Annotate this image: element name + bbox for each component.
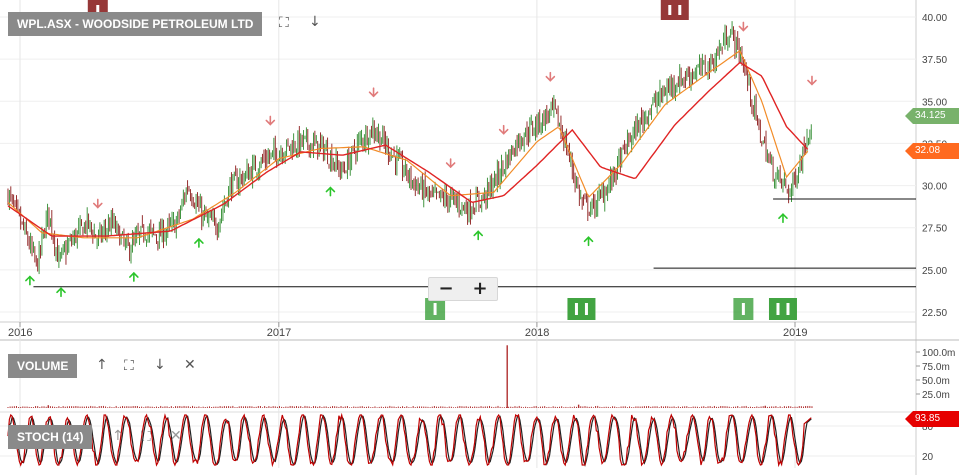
y-tick-label: 22.50 — [922, 308, 947, 319]
x-tick-label: 2018 — [525, 327, 549, 339]
stoch-tick-label: 20 — [922, 452, 934, 463]
arrow-up-icon[interactable]: ↑ — [96, 357, 108, 373]
sell-arrow — [92, 198, 103, 209]
volume-tick-label: 75.0m — [922, 362, 950, 373]
volume-tick-label: 100.0m — [922, 348, 955, 359]
moving-average-slow — [7, 61, 809, 237]
buy-arrow — [25, 275, 35, 286]
arrow-down-icon[interactable]: ↓ — [154, 357, 166, 373]
y-tick-label: 25.00 — [922, 266, 947, 277]
sell-arrow — [498, 124, 509, 135]
buy-arrow — [129, 271, 139, 282]
buy-arrow — [325, 186, 336, 197]
sell-arrow — [445, 158, 456, 169]
expand-icon[interactable]: ⛶ — [124, 358, 134, 374]
zoom-in-button[interactable]: + — [472, 278, 488, 299]
x-tick-label: 2017 — [267, 327, 291, 339]
candlesticks — [7, 21, 812, 275]
stoch-k-line — [7, 412, 812, 468]
x-tick-label: 2016 — [8, 327, 32, 339]
signal-marker — [660, 0, 689, 20]
volume-panel-title[interactable]: VOLUME — [8, 354, 78, 378]
signal-marker — [733, 298, 754, 320]
y-tick-label: 30.00 — [922, 182, 947, 193]
buy-arrow — [194, 237, 204, 248]
buy-arrow — [583, 236, 594, 247]
volume-tick-label: 25.0m — [922, 390, 950, 401]
stoch-panel-title[interactable]: STOCH (14) — [8, 425, 93, 449]
signal-marker — [768, 298, 797, 320]
stoch-value-label: 93.85 — [905, 411, 959, 427]
stoch-d-line — [7, 413, 812, 467]
sell-arrow — [368, 87, 379, 98]
expand-icon[interactable]: ⛶ — [279, 15, 289, 31]
expand-icon[interactable]: ⛶ — [141, 429, 151, 445]
buy-arrow — [778, 213, 788, 224]
arrow-down-icon[interactable]: ↓ — [309, 14, 321, 30]
y-tick-label: 40.00 — [922, 13, 947, 24]
volume-tick-label: 50.0m — [922, 376, 950, 387]
volume-bars — [7, 405, 813, 408]
buy-arrow — [56, 287, 66, 298]
sell-arrow — [265, 115, 276, 126]
stoch-tick-label: 80 — [922, 422, 934, 433]
buy-arrow — [473, 230, 484, 241]
y-tick-label: 35.00 — [922, 97, 947, 108]
ma-value-label: 32.08 — [905, 143, 959, 159]
y-tick-label: 37.50 — [922, 55, 947, 66]
sell-arrow — [807, 75, 817, 86]
current-price-label: 34.125 — [905, 108, 959, 124]
x-tick-label: 2019 — [783, 327, 807, 339]
arrow-up-icon[interactable]: ↑ — [112, 428, 124, 444]
zoom-out-button[interactable]: − — [438, 278, 454, 299]
moving-average-fast — [7, 49, 809, 239]
signal-marker — [425, 298, 446, 320]
close-icon[interactable]: ✕ — [170, 428, 182, 444]
zoom-control: − + — [428, 277, 498, 301]
sell-arrow — [545, 71, 556, 82]
close-icon[interactable]: ✕ — [184, 357, 196, 373]
main-chart-title[interactable]: WPL.ASX - WOODSIDE PETROLEUM LTD — [8, 12, 263, 36]
signal-marker — [567, 298, 596, 320]
sell-arrow — [738, 21, 749, 32]
y-tick-label: 27.50 — [922, 224, 947, 235]
